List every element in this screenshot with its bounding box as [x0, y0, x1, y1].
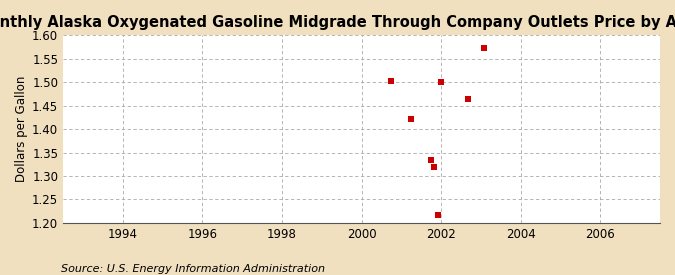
- Point: [386, 79, 397, 84]
- Point: [462, 97, 473, 101]
- Point: [436, 79, 447, 84]
- Point: [479, 46, 489, 50]
- Point: [429, 164, 440, 169]
- Text: Source: U.S. Energy Information Administration: Source: U.S. Energy Information Administ…: [61, 264, 325, 274]
- Title: Monthly Alaska Oxygenated Gasoline Midgrade Through Company Outlets Price by All: Monthly Alaska Oxygenated Gasoline Midgr…: [0, 15, 675, 30]
- Point: [433, 213, 443, 218]
- Point: [406, 117, 416, 121]
- Y-axis label: Dollars per Gallon: Dollars per Gallon: [15, 76, 28, 182]
- Point: [426, 157, 437, 162]
